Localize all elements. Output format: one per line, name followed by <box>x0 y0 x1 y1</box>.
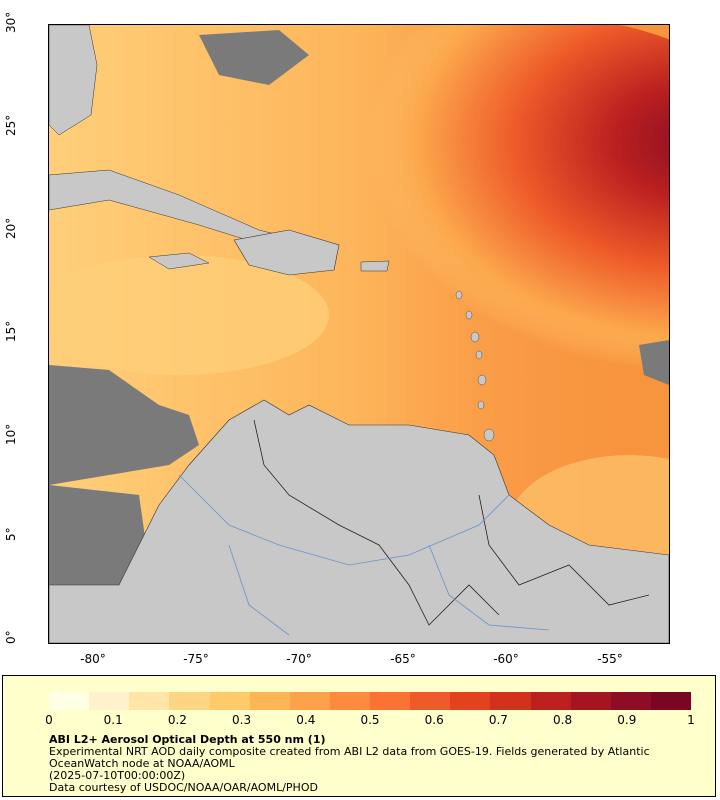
colorbar <box>49 692 691 710</box>
colorbar-swatch <box>530 692 571 710</box>
jamaica-land <box>148 252 210 270</box>
caption-description: Experimental NRT AOD daily composite cre… <box>49 745 650 770</box>
river-south <box>228 544 290 636</box>
colorbar-tick-label: 1 <box>687 713 695 727</box>
colorbar-tick-label: 0.9 <box>617 713 637 727</box>
x-tick-neg75: -75° <box>183 652 209 666</box>
colorbar-tick-label: 0 <box>45 713 53 727</box>
y-tick-5: 5° <box>4 527 18 541</box>
colorbar-tick-label: 0.4 <box>296 713 316 727</box>
y-tick-10: 10° <box>4 424 18 446</box>
colorbar-swatch <box>249 692 290 710</box>
colorbar-swatch <box>650 692 691 710</box>
colorbar-swatch <box>570 692 611 710</box>
colorbar-swatch <box>329 692 370 710</box>
saharan-dust-plume <box>229 25 669 435</box>
caption-credit: Data courtesy of USDOC/NOAA/OAR/AOML/PHO… <box>49 781 318 794</box>
caption-title: ABI L2+ Aerosol Optical Depth at 550 nm … <box>49 733 326 746</box>
colorbar-swatch <box>49 692 90 710</box>
y-tick-30: 30° <box>4 12 18 34</box>
x-tick-neg65: -65° <box>390 652 416 666</box>
nodata-region-pacific <box>49 365 199 485</box>
colorbar-swatch <box>490 692 531 710</box>
country-borders <box>253 419 500 626</box>
lesser-antilles <box>455 290 495 442</box>
nodata-region-north <box>199 30 309 85</box>
colorbar-swatch <box>289 692 330 710</box>
orinoco-river <box>178 474 510 566</box>
florida-land <box>49 25 98 136</box>
south-america-land <box>49 399 669 643</box>
y-tick-25: 25° <box>4 115 18 137</box>
colorbar-tick-label: 0.8 <box>553 713 573 727</box>
x-tick-neg70: -70° <box>286 652 312 666</box>
colorbar-swatch <box>450 692 491 710</box>
colorbar-tick-label: 0.7 <box>488 713 508 727</box>
x-tick-neg80: -80° <box>80 652 106 666</box>
country-borders-east <box>478 494 650 606</box>
aod-map <box>48 24 670 644</box>
colorbar-tick-label: 0.3 <box>232 713 252 727</box>
colorbar-swatch <box>610 692 651 710</box>
map-canvas <box>49 25 669 643</box>
colorbar-tick-label: 0.1 <box>103 713 123 727</box>
river-southeast <box>428 544 550 631</box>
colorbar-tick-label: 0.5 <box>360 713 380 727</box>
hispaniola-land <box>233 229 340 276</box>
colorbar-swatch <box>370 692 411 710</box>
colorbar-swatch <box>410 692 451 710</box>
y-tick-15: 15° <box>4 321 18 343</box>
colorbar-swatch <box>129 692 170 710</box>
x-tick-neg55: -55° <box>597 652 623 666</box>
puerto-rico-land <box>360 260 390 272</box>
aod-low-band <box>49 255 329 375</box>
colorbar-tick-label: 0.2 <box>167 713 187 727</box>
colorbar-tick-label: 0.6 <box>424 713 444 727</box>
colorbar-swatch <box>169 692 210 710</box>
y-tick-20: 20° <box>4 218 18 240</box>
nodata-region-east <box>639 340 669 385</box>
colorbar-swatch <box>209 692 250 710</box>
x-tick-neg60: -60° <box>493 652 519 666</box>
caption-timestamp: (2025-07-10T00:00:00Z) <box>49 769 186 782</box>
colorbar-swatch <box>89 692 130 710</box>
y-tick-0: 0° <box>4 630 18 644</box>
legend-panel: 0 0.1 0.2 0.3 0.4 0.5 0.6 0.7 0.8 0.9 1 ABI L2+ Ae… <box>2 675 716 797</box>
